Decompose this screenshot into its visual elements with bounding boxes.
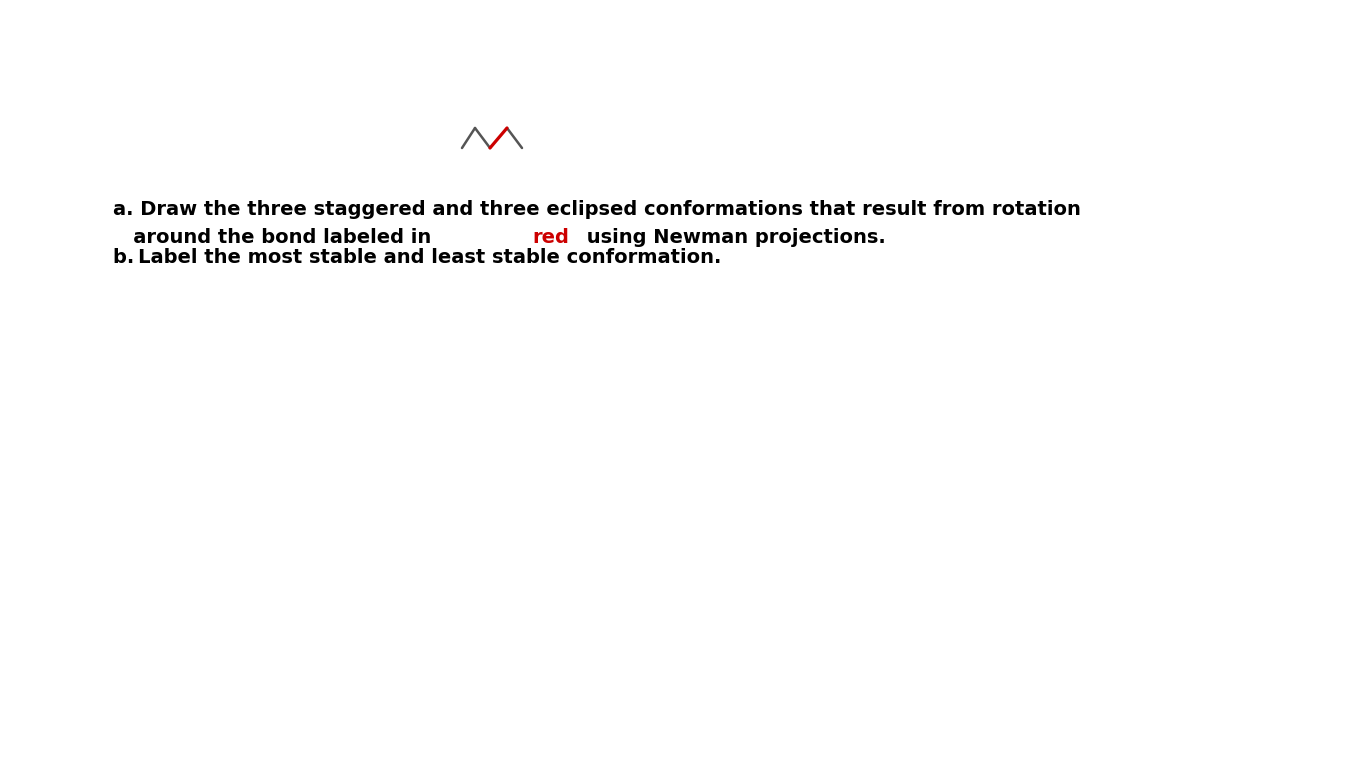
Text: a. Draw the three staggered and three eclipsed conformations that result from ro: a. Draw the three staggered and three ec… — [113, 200, 1081, 219]
Text: red: red — [533, 228, 570, 247]
Text: b. Label the most stable and least stable conformation.: b. Label the most stable and least stabl… — [113, 248, 721, 267]
Text: around the bond labeled in: around the bond labeled in — [113, 228, 438, 247]
Text: using Newman projections.: using Newman projections. — [581, 228, 885, 247]
